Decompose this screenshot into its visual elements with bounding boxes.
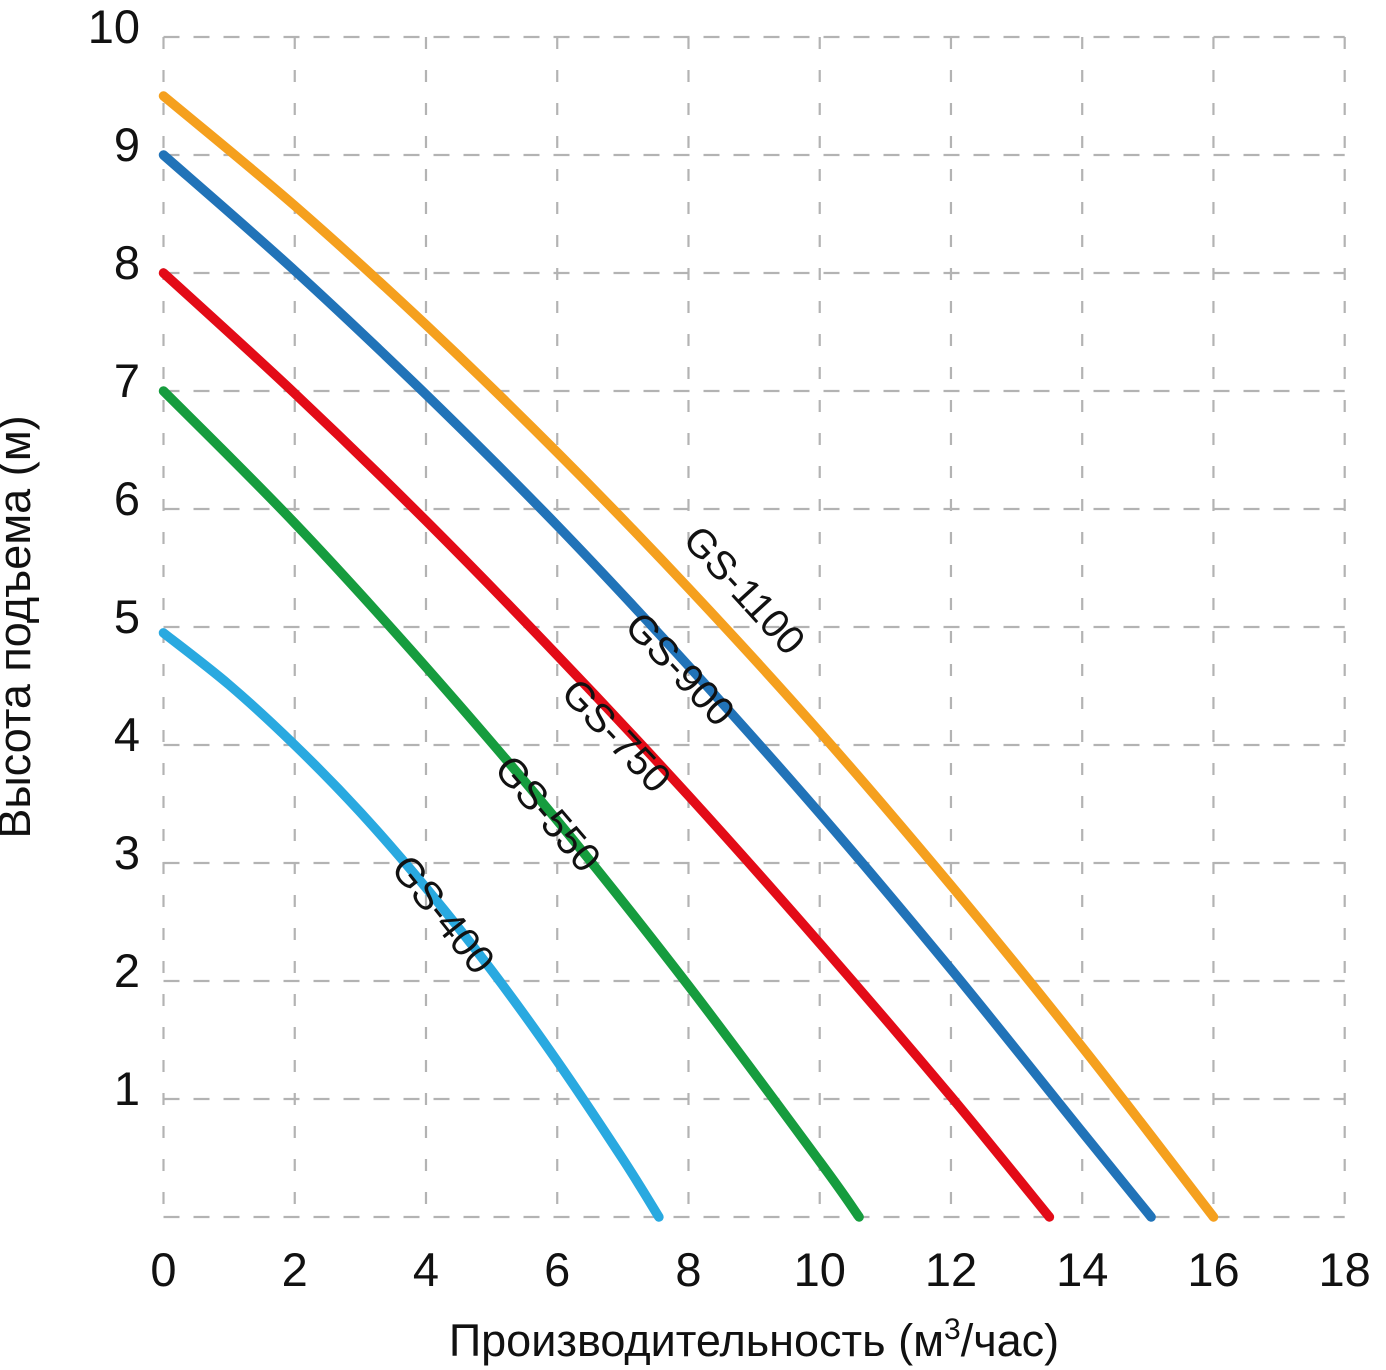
y-tick-label: 5 [114,590,140,643]
x-tick-label: 12 [925,1243,977,1296]
series-label-gs-550: GS-550 [486,747,609,880]
x-tick-label: 14 [1056,1243,1108,1296]
y-tick-label: 2 [114,944,140,997]
x-tick-label: 4 [413,1243,439,1296]
x-tick-label: 10 [794,1243,846,1296]
series-curve-gs-900 [158,150,1156,1222]
x-tick-label: 0 [150,1243,176,1296]
y-tick-label: 10 [88,0,140,53]
series-curve-gs-1100 [158,91,1219,1222]
series-curve-gs-400 [158,628,664,1222]
y-tick-label: 1 [114,1062,140,1115]
y-tick-label: 9 [114,118,140,171]
y-tick-label: 6 [114,472,140,525]
y-tick-label: 4 [114,708,140,761]
series-curve-gs-550 [158,386,864,1222]
x-tick-label: 2 [282,1243,308,1296]
y-tick-label: 8 [114,236,140,289]
y-tick-label: 7 [114,354,140,407]
series-curves [158,91,1219,1222]
y-axis-tick-labels: 1 2 3 4 5 6 7 8 9 10 [88,0,140,1115]
y-axis-title: Высота подъема (м) [0,415,40,838]
x-axis-title: Производительность (м3/час) [449,1313,1059,1366]
x-tick-label: 6 [544,1243,570,1296]
x-tick-label: 18 [1319,1243,1371,1296]
x-tick-label: 8 [675,1243,701,1296]
series-label-gs-750: GS-750 [553,671,679,802]
series-curve-gs-750 [158,268,1055,1222]
series-label-gs-400: GS-400 [383,847,503,982]
y-tick-label: 3 [114,826,140,879]
x-axis-tick-labels: 0 2 4 6 8 10 12 14 16 18 [150,1243,1370,1296]
x-tick-label: 16 [1187,1243,1239,1296]
